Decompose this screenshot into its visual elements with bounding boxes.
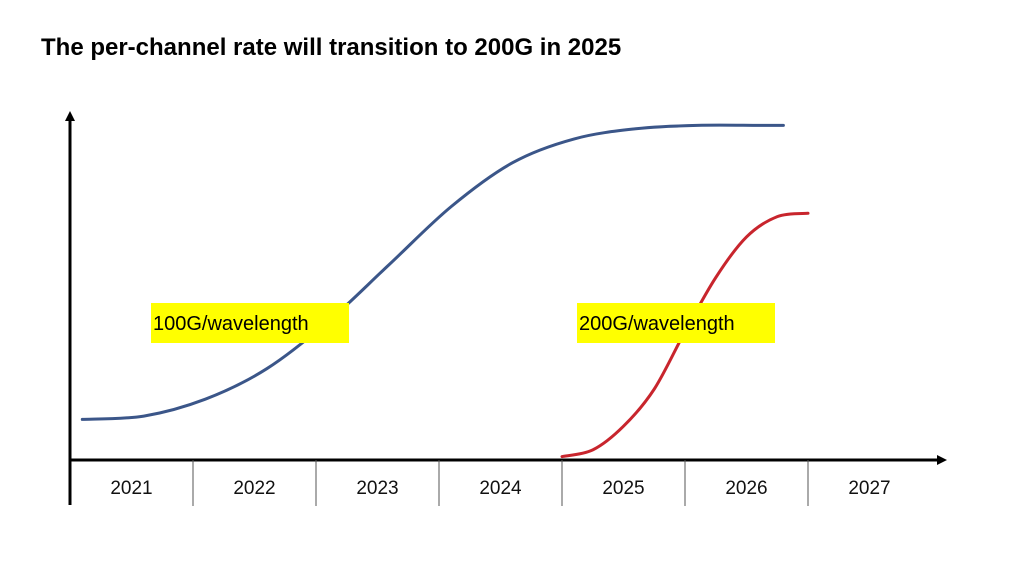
x-tick-label: 2026 <box>725 478 767 499</box>
x-tick-label: 2023 <box>356 478 398 499</box>
x-axis-ticks: 2021 2022 2023 2024 2025 2026 2027 <box>110 460 891 506</box>
x-tick-label: 2027 <box>848 478 890 499</box>
series-line-100g <box>80 123 785 421</box>
x-tick-label: 2025 <box>602 478 644 499</box>
series-lines <box>80 123 810 459</box>
series-label: 100G/wavelength <box>153 313 309 335</box>
series-label-highlight <box>151 303 349 343</box>
chart-title: The per-channel rate will transition to … <box>41 34 622 61</box>
x-tick-label: 2024 <box>479 478 522 499</box>
x-tick-label: 2022 <box>233 478 275 499</box>
series-labels: 100G/wavelength 200G/wavelength <box>151 303 775 343</box>
series-label-highlight <box>577 303 775 343</box>
x-tick-label: 2021 <box>110 478 152 499</box>
series-label: 200G/wavelength <box>579 313 735 335</box>
axes <box>65 111 947 505</box>
